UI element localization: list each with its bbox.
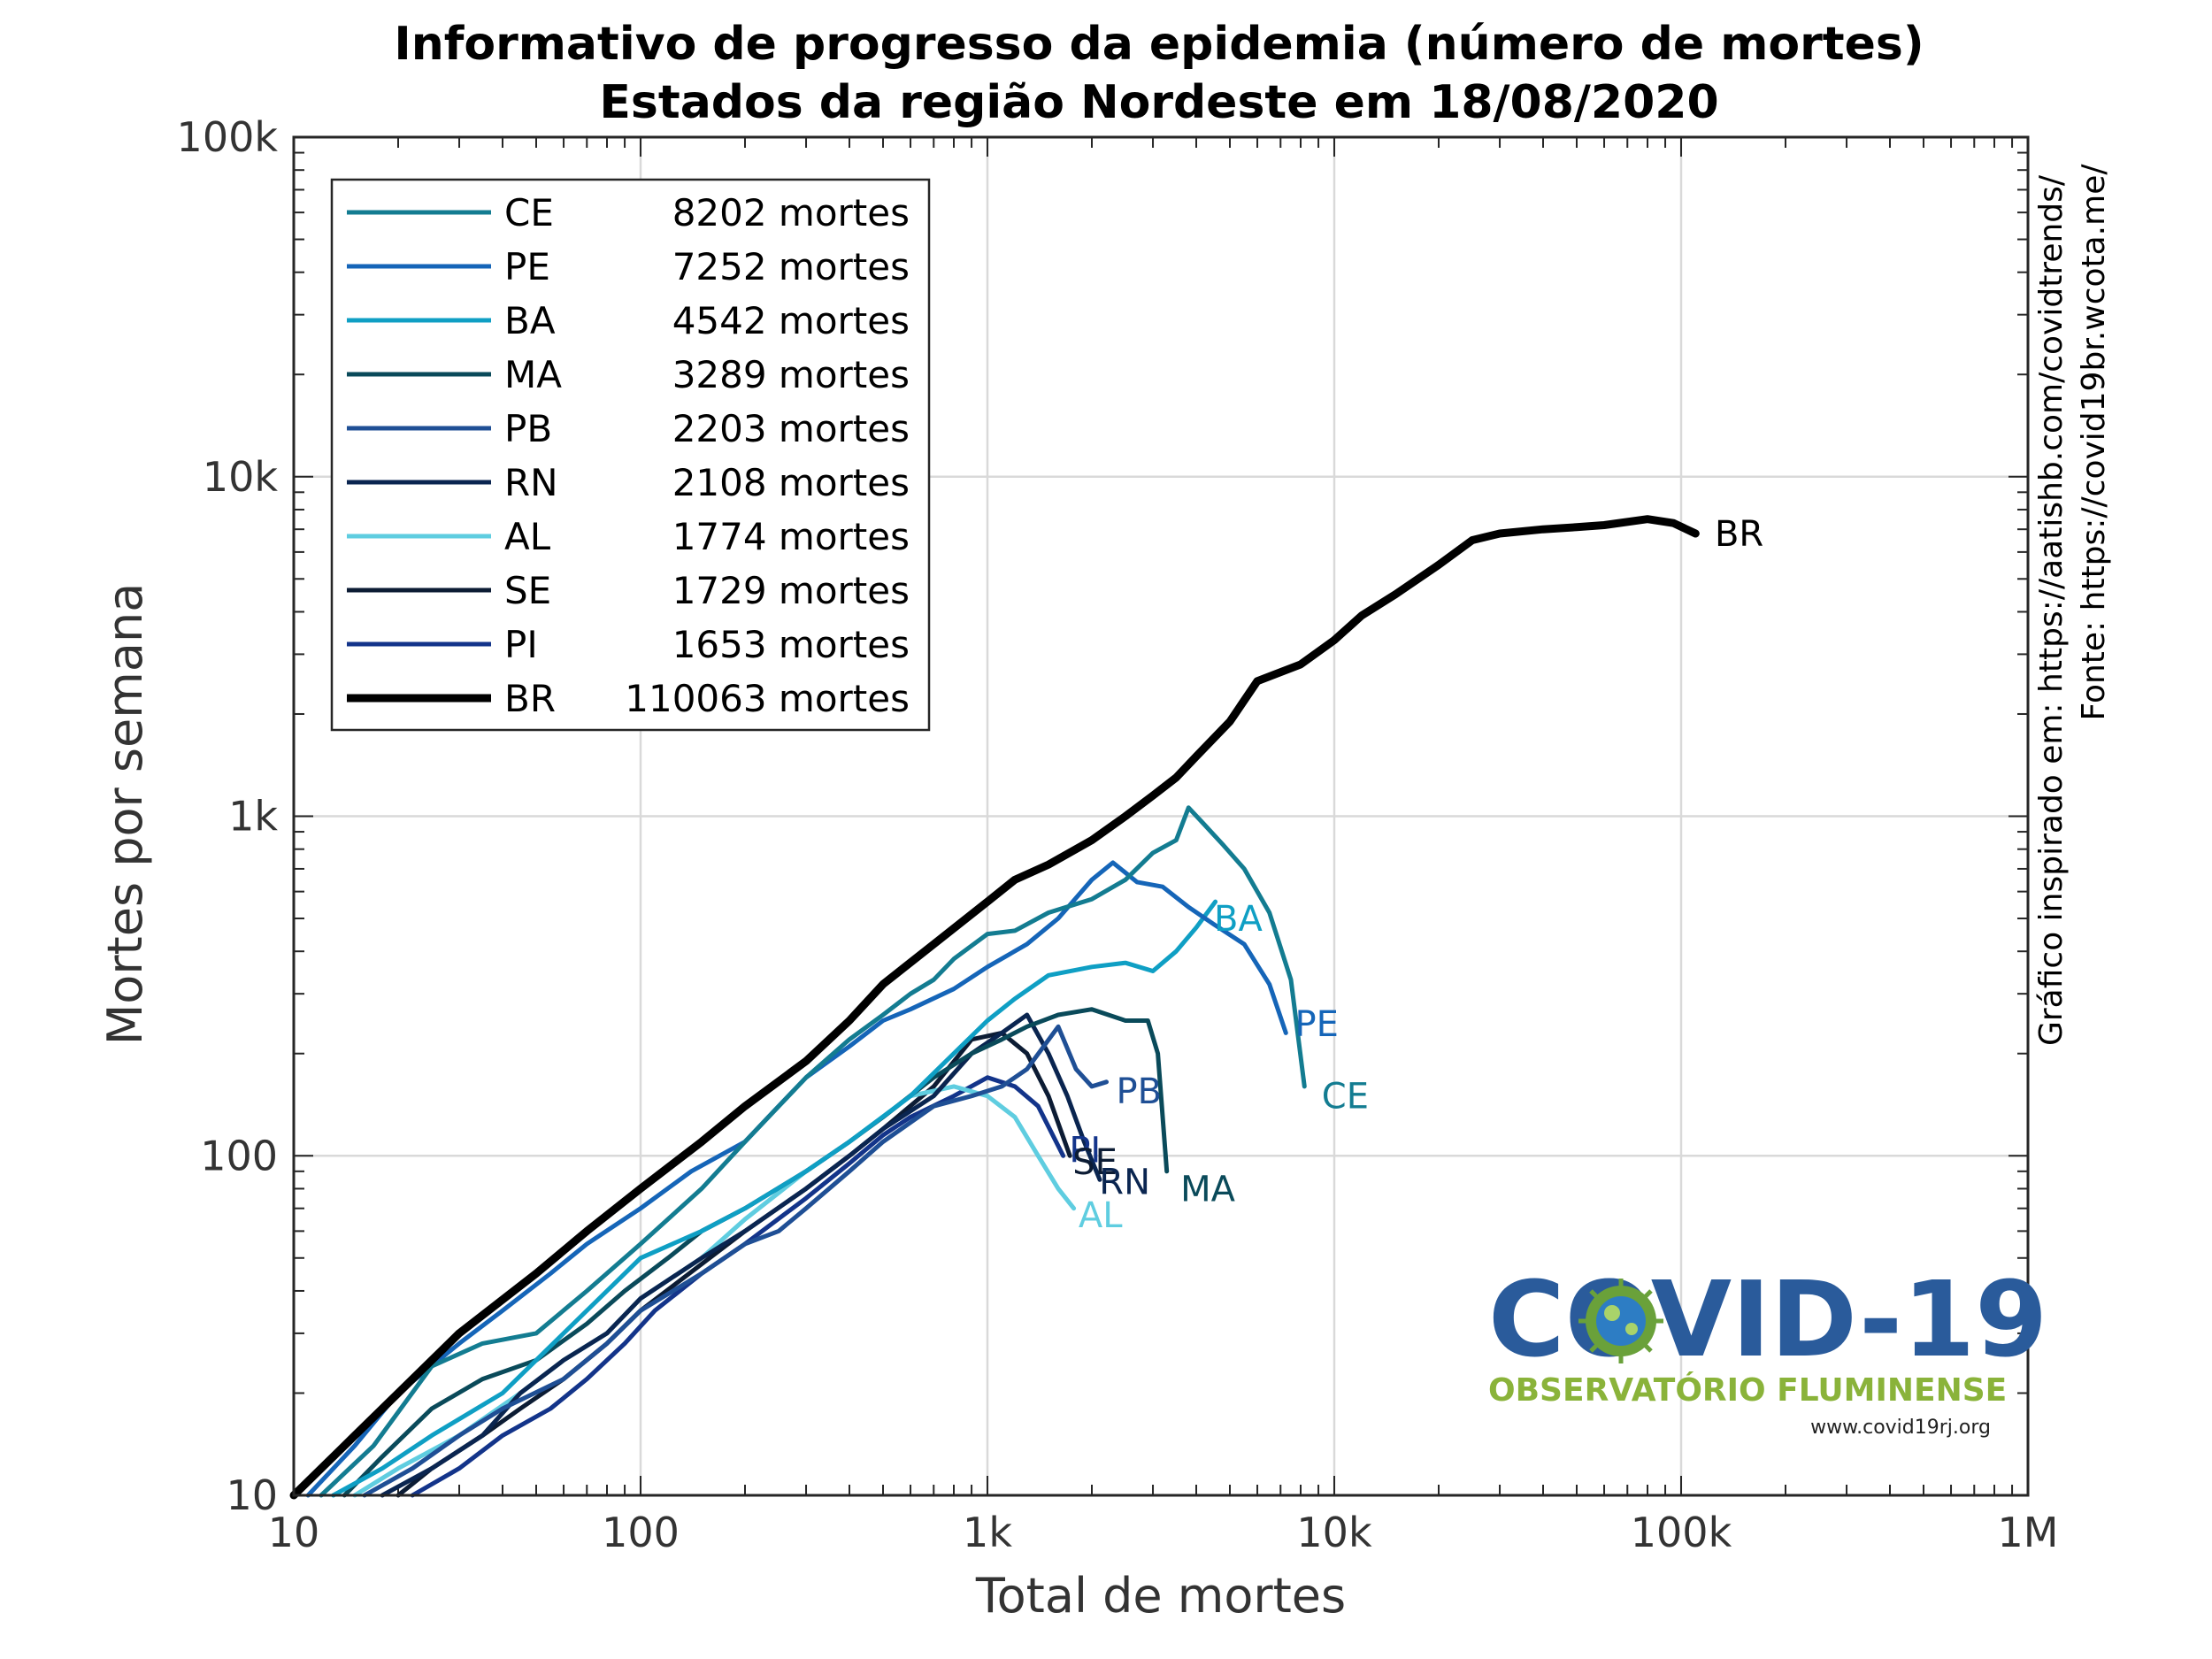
side-note-inspiration: Gráfico inspirado em: https://aatishb.co…: [2033, 174, 2070, 1046]
x-axis-label: Total de mortes: [975, 1568, 1346, 1624]
legend-entry-count: 2203 mortes: [672, 407, 910, 450]
y-tick-label: 100k: [177, 113, 279, 161]
end-label-se: SE: [1072, 1142, 1118, 1183]
end-label-pe: PE: [1295, 1004, 1339, 1045]
legend-box: [330, 178, 931, 732]
legend-entry-count: 7252 mortes: [672, 245, 910, 288]
legend-entry-name: BR: [504, 677, 556, 720]
series-line-rn: [380, 1012, 1102, 1498]
legend-entry-name: BA: [504, 299, 556, 342]
x-tick-label: 1M: [1998, 1509, 2059, 1556]
legend-entry-count: 1774 mortes: [672, 515, 910, 558]
series-line-se: [396, 1030, 1072, 1498]
legend-entry-name: MA: [504, 353, 562, 396]
end-label-rn: RN: [1099, 1162, 1150, 1202]
legend-entry-count: 1729 mortes: [672, 569, 910, 612]
x-axis-ticks: 10 100 1k 10k 100k 1M: [268, 1509, 2059, 1556]
x-tick-label: 100k: [1631, 1509, 1732, 1556]
logo-title: COVID-19: [1488, 1258, 2047, 1380]
y-tick-label: 100: [200, 1132, 278, 1179]
legend-entry-count: 8202 mortes: [672, 191, 910, 234]
end-label-ce: CE: [1322, 1077, 1369, 1118]
x-tick-label: 100: [602, 1509, 680, 1556]
legend-entry-name: PB: [504, 407, 552, 450]
series-line-br: [289, 515, 1700, 1500]
legend-entry-count: 2108 mortes: [672, 461, 910, 504]
y-axis-ticks: 10 100 1k 10k 100k: [177, 113, 279, 1519]
legend-entry-count: 3289 mortes: [672, 353, 910, 396]
x-tick-label: 10: [268, 1509, 320, 1556]
legend-entry-count: 4542 mortes: [672, 299, 910, 342]
logo-url: www.covid19rj.org: [1810, 1417, 1991, 1439]
legend-entry-name: PI: [504, 623, 538, 666]
x-tick-label: 10k: [1296, 1509, 1372, 1556]
y-tick-label: 10k: [203, 453, 279, 501]
chart-title: Informativo de progresso da epidemia (nú…: [394, 18, 1924, 71]
legend-entry-name: PE: [504, 245, 550, 288]
end-label-pb: PB: [1116, 1071, 1162, 1112]
end-label-pi: PI: [1069, 1131, 1101, 1171]
series-line-ce: [319, 805, 1307, 1498]
series-line-pb: [362, 1024, 1109, 1498]
legend: CE 8202 mortes PE 7252 mortes BA 4542 mortes M…: [330, 178, 931, 732]
legend-entry-count: 1653 mortes: [672, 623, 910, 666]
series-layer: [289, 515, 1700, 1500]
x-tick-label: 1k: [963, 1509, 1012, 1556]
y-axis-label: Mortes por semana: [97, 583, 153, 1046]
legend-entry-count: 110063 mortes: [625, 677, 910, 720]
series-line-pe: [305, 860, 1288, 1498]
legend-entry-name: RN: [504, 461, 558, 504]
end-label-al: AL: [1079, 1195, 1123, 1236]
virus-icon: [1578, 1279, 1663, 1363]
y-tick-label: 10: [226, 1471, 278, 1519]
covid19-logo: COVID-19 OBSERVATÓRIO FLUMINENSE www.cov…: [1488, 1258, 2047, 1439]
chart-subtitle: Estados da região Nordeste em 18/08/2020: [599, 76, 1718, 129]
end-label-ba: BA: [1214, 899, 1263, 940]
legend-entry-name: SE: [504, 569, 551, 612]
series-line-pi: [410, 1075, 1066, 1498]
side-note-source: Fonte: https://covid19br.wcota.me/: [2076, 164, 2112, 721]
legend-entry-name: CE: [504, 191, 554, 234]
series-line-ba: [331, 899, 1218, 1498]
logo-subtitle: OBSERVATÓRIO FLUMINENSE: [1488, 1371, 2007, 1409]
plot-frame: [292, 135, 2030, 1497]
end-label-br: BR: [1715, 514, 1763, 555]
end-label-ma: MA: [1180, 1169, 1236, 1210]
legend-entry-name: AL: [504, 515, 551, 558]
y-tick-label: 1k: [228, 793, 278, 841]
